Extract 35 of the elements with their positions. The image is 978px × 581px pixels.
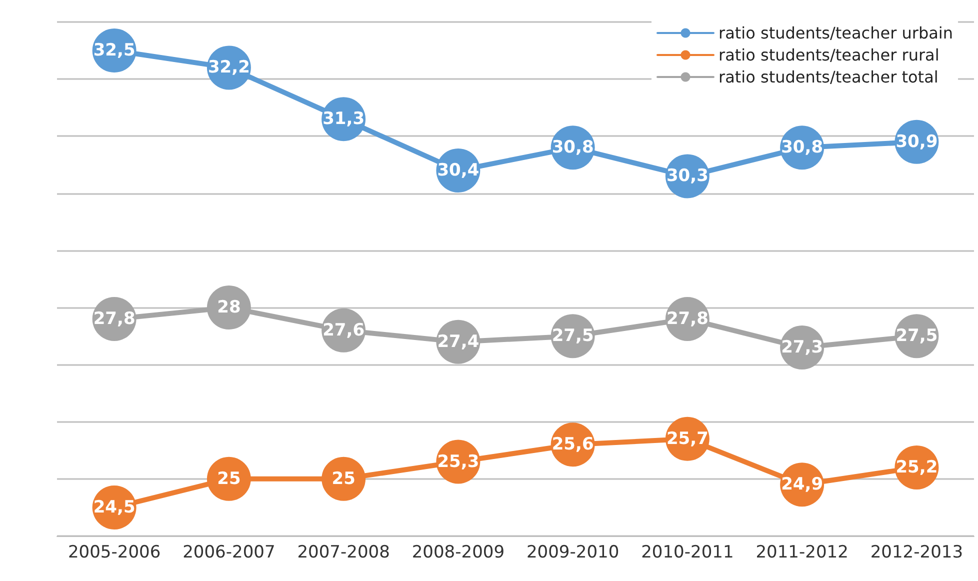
x-tick-label: 2006-2007 (182, 542, 276, 562)
data-label: 30,3 (666, 166, 708, 186)
data-label: 30,8 (781, 138, 824, 158)
data-label: 30,9 (896, 132, 938, 152)
data-label: 32,5 (93, 40, 136, 61)
x-tick-label: 2007-2008 (297, 542, 390, 562)
data-label: 25 (332, 468, 356, 489)
data-label: 25,7 (666, 428, 708, 449)
data-label: 30,4 (437, 160, 480, 180)
data-label: 25 (217, 468, 241, 489)
x-tick-label: 2012-2013 (870, 542, 964, 562)
data-label: 27,6 (322, 320, 365, 340)
data-label: 25,2 (896, 457, 938, 478)
x-tick-label: 2010-2011 (641, 542, 734, 562)
data-label: 32,2 (208, 58, 250, 78)
data-label: 28 (217, 298, 241, 318)
data-label: 27,3 (781, 338, 824, 358)
legend-label: ratio students/teacher rural (718, 46, 940, 64)
data-label: 27,5 (552, 326, 594, 346)
data-label: 27,8 (93, 308, 136, 329)
legend-label: ratio students/teacher total (718, 68, 938, 86)
data-label: 24,9 (781, 474, 824, 495)
x-tick-label: 2008-2009 (412, 542, 505, 562)
x-tick-label: 2011-2012 (756, 542, 848, 562)
data-label: 25,6 (552, 434, 594, 455)
data-label: 24,5 (93, 497, 136, 518)
legend-label: ratio students/teacher urbain (718, 24, 953, 42)
x-tick-label: 2009-2010 (526, 542, 620, 562)
data-label: 31,3 (322, 109, 365, 130)
data-label: 27,5 (896, 326, 938, 346)
data-label: 25,3 (437, 452, 480, 472)
data-label: 27,8 (666, 308, 708, 329)
x-tick-label: 2005-2006 (68, 542, 161, 562)
data-label: 30,8 (552, 138, 594, 158)
data-label: 27,4 (437, 332, 480, 352)
